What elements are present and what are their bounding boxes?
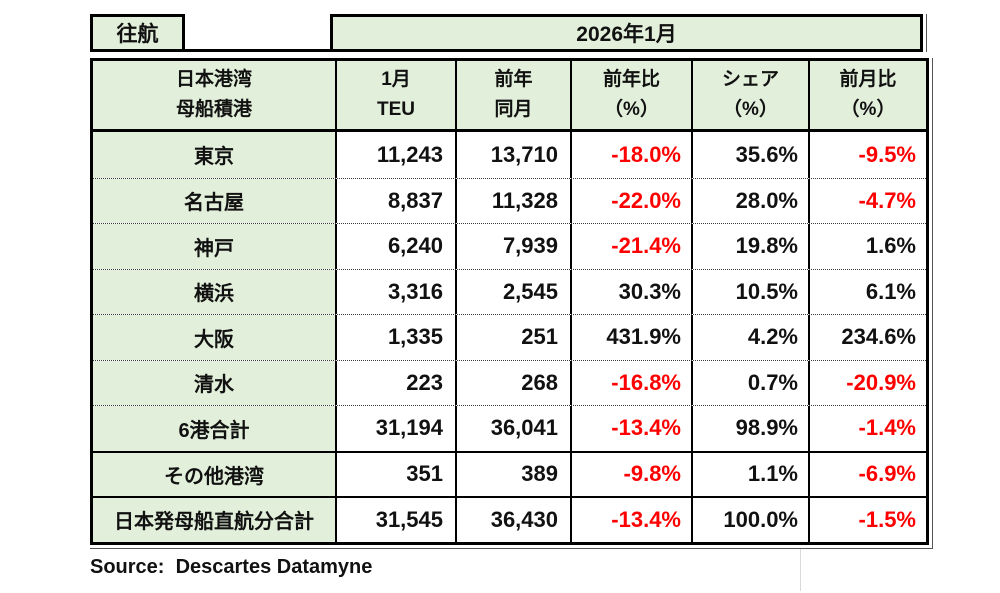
period-label: 2026年1月	[330, 14, 923, 52]
prev-year-value: 13,710	[455, 132, 570, 178]
teu-value: 3,316	[335, 269, 455, 314]
table-row-six-port-total: 6港合計 31,194 36,041 -13.4% 98.9% -1.4%	[93, 405, 926, 451]
mom-pct: -6.9%	[808, 452, 926, 496]
prev-year-value: 389	[455, 452, 570, 496]
teu-value: 31,545	[335, 498, 455, 542]
prev-year-value: 11,328	[455, 178, 570, 223]
table-row: 東京 11,243 13,710 -18.0% 35.6% -9.5%	[93, 132, 926, 178]
teu-value: 351	[335, 452, 455, 496]
table-row-grand-total: 日本発母船直航分合計 31,545 36,430 -13.4% 100.0% -…	[93, 496, 926, 542]
table-row-other-ports: その他港湾 351 389 -9.8% 1.1% -6.9%	[93, 450, 926, 496]
port-name-cell: 名古屋	[93, 178, 335, 223]
column-header-share: シェア （%）	[691, 61, 808, 129]
share-pct: 35.6%	[691, 132, 808, 178]
mom-pct: -9.5%	[808, 132, 926, 178]
port-name-cell: その他港湾	[93, 452, 335, 496]
yoy-pct: -9.8%	[570, 452, 691, 496]
prev-year-value: 36,041	[455, 406, 570, 451]
share-pct: 4.2%	[691, 315, 808, 360]
port-name-cell: 大阪	[93, 315, 335, 360]
port-name-cell: 日本発母船直航分合計	[93, 498, 335, 542]
table-row: 大阪 1,335 251 431.9% 4.2% 234.6%	[93, 314, 926, 360]
column-header-yoy: 前年比 （%）	[570, 61, 691, 129]
mom-pct: -20.9%	[808, 360, 926, 405]
teu-value: 11,243	[335, 132, 455, 178]
mom-pct: 234.6%	[808, 315, 926, 360]
table-row: 横浜 3,316 2,545 30.3% 10.5% 6.1%	[93, 268, 926, 314]
teu-value: 6,240	[335, 224, 455, 269]
column-header-prev-year: 前年 同月	[455, 61, 570, 129]
column-header-mom: 前月比 （%）	[808, 61, 926, 129]
yoy-pct: -13.4%	[570, 406, 691, 451]
prev-year-value: 251	[455, 315, 570, 360]
yoy-pct: -16.8%	[570, 360, 691, 405]
share-pct: 98.9%	[691, 406, 808, 451]
mom-pct: 1.6%	[808, 224, 926, 269]
prev-year-value: 2,545	[455, 269, 570, 314]
port-name-cell: 清水	[93, 360, 335, 405]
mom-pct: -4.7%	[808, 178, 926, 223]
banner-empty-cell	[185, 14, 330, 52]
teu-value: 1,335	[335, 315, 455, 360]
share-pct: 10.5%	[691, 269, 808, 314]
gridline-artifact	[800, 549, 801, 591]
port-name-cell: 6港合計	[93, 406, 335, 451]
share-pct: 100.0%	[691, 498, 808, 542]
teu-value: 31,194	[335, 406, 455, 451]
column-header-port: 日本港湾 母船積港	[175, 69, 252, 120]
table-row: 神戸 6,240 7,939 -21.4% 19.8% 1.6%	[93, 223, 926, 269]
yoy-pct: -13.4%	[570, 498, 691, 542]
prev-year-value: 7,939	[455, 224, 570, 269]
table-row: 名古屋 8,837 11,328 -22.0% 28.0% -4.7%	[93, 177, 926, 223]
yoy-pct: -18.0%	[570, 132, 691, 178]
table-row: 清水 223 268 -16.8% 0.7% -20.9%	[93, 359, 926, 405]
mom-pct: -1.5%	[808, 498, 926, 542]
mom-pct: -1.4%	[808, 406, 926, 451]
share-pct: 1.1%	[691, 452, 808, 496]
share-pct: 28.0%	[691, 178, 808, 223]
port-name-cell: 東京	[93, 132, 335, 178]
yoy-pct: -21.4%	[570, 224, 691, 269]
yoy-pct: 431.9%	[570, 315, 691, 360]
mom-pct: 6.1%	[808, 269, 926, 314]
table-header-row: 日本港湾 母船積港 1月 TEU 前年 同月 前年比 （%） シェア （%） 前…	[93, 61, 926, 132]
yoy-pct: -22.0%	[570, 178, 691, 223]
port-name-cell: 神戸	[93, 224, 335, 269]
yoy-pct: 30.3%	[570, 269, 691, 314]
teu-value: 223	[335, 360, 455, 405]
prev-year-value: 268	[455, 360, 570, 405]
source-note: Source: Descartes Datamyne	[90, 556, 373, 578]
banner: 往航 2026年1月	[90, 14, 927, 52]
share-pct: 0.7%	[691, 360, 808, 405]
prev-year-value: 36,430	[455, 498, 570, 542]
column-header-teu: 1月 TEU	[335, 61, 455, 129]
direction-label: 往航	[90, 14, 185, 52]
port-name-cell: 横浜	[93, 269, 335, 314]
teu-value: 8,837	[335, 178, 455, 223]
share-pct: 19.8%	[691, 224, 808, 269]
data-table: 日本港湾 母船積港 1月 TEU 前年 同月 前年比 （%） シェア （%） 前…	[90, 58, 933, 549]
